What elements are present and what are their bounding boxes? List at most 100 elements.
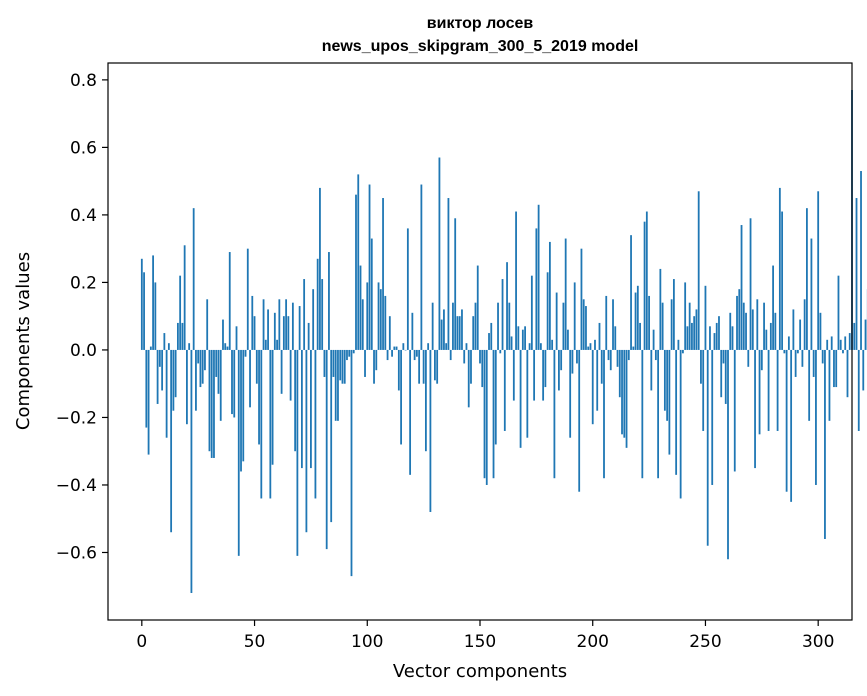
bar-35 xyxy=(219,349,222,421)
bar-137 xyxy=(449,349,452,361)
bar-189 xyxy=(567,329,569,350)
bar-61 xyxy=(278,299,281,350)
bar-14 xyxy=(172,349,175,411)
bar-138 xyxy=(452,302,454,350)
bar-170 xyxy=(524,326,526,350)
bar-289 xyxy=(792,309,795,350)
bar-162 xyxy=(506,262,508,350)
bar-22 xyxy=(190,349,193,593)
x-tick-label: 100 xyxy=(351,632,383,652)
bar-286 xyxy=(785,349,788,492)
bar-273 xyxy=(756,299,759,350)
bar-57 xyxy=(269,349,272,499)
bar-149 xyxy=(476,265,479,350)
bar-160 xyxy=(501,279,504,350)
bar-68 xyxy=(294,349,297,452)
y-tick-label: 0.6 xyxy=(70,138,97,158)
bar-244 xyxy=(691,322,693,350)
bar-209 xyxy=(612,299,614,350)
bar-134 xyxy=(443,309,445,350)
bar-156 xyxy=(492,349,495,479)
bar-59 xyxy=(273,312,276,350)
bar-73 xyxy=(305,349,308,533)
y-tick-label: 0.4 xyxy=(70,206,97,226)
bar-33 xyxy=(215,349,218,377)
bar-80 xyxy=(321,279,324,350)
bar-310 xyxy=(839,339,842,350)
bar-265 xyxy=(738,289,741,350)
plot-frame xyxy=(107,62,853,621)
bar-296 xyxy=(808,349,811,421)
bar-122 xyxy=(415,349,418,357)
bar-121 xyxy=(413,349,416,361)
bar-318 xyxy=(857,349,860,431)
bar-233 xyxy=(666,349,669,421)
bar-180 xyxy=(546,272,549,350)
bar-52 xyxy=(258,349,260,445)
bar-147 xyxy=(472,316,475,350)
bar-133 xyxy=(440,319,443,350)
bar-105 xyxy=(377,282,380,350)
bar-13 xyxy=(170,349,173,533)
chart-subtitle: news_upos_skipgram_300_5_2019 model xyxy=(322,38,639,55)
bar-259 xyxy=(724,349,727,404)
bar-227 xyxy=(652,329,655,350)
bar-114 xyxy=(397,349,400,391)
bar-2 xyxy=(145,349,148,428)
bar-297 xyxy=(810,238,813,350)
bar-50 xyxy=(253,316,256,350)
bar-173 xyxy=(530,275,533,350)
bar-174 xyxy=(533,349,536,401)
bar-262 xyxy=(731,326,734,350)
bar-7 xyxy=(156,349,159,404)
bar-164 xyxy=(510,336,513,350)
bar-47 xyxy=(246,248,249,350)
bar-220 xyxy=(636,285,639,350)
bar-211 xyxy=(616,349,619,367)
bar-309 xyxy=(837,275,840,350)
bar-75 xyxy=(310,349,312,469)
bar-71 xyxy=(300,349,303,469)
bar-213 xyxy=(621,349,623,435)
bar-88 xyxy=(339,349,342,381)
bar-117 xyxy=(404,349,407,351)
bar-205 xyxy=(603,349,605,479)
bar-74 xyxy=(307,322,310,350)
bar-306 xyxy=(830,336,833,350)
bar-155 xyxy=(490,322,493,350)
bar-157 xyxy=(494,349,497,445)
x-tick-label: 300 xyxy=(802,632,834,652)
bar-104 xyxy=(375,349,378,371)
bar-321 xyxy=(864,319,867,350)
bar-278 xyxy=(767,349,770,431)
bar-299 xyxy=(815,349,817,485)
bar-241 xyxy=(684,282,687,350)
bar-235 xyxy=(670,299,673,350)
bar-55 xyxy=(264,339,267,350)
bar-129 xyxy=(431,302,434,350)
x-tick-label: 150 xyxy=(464,632,496,652)
bar-251 xyxy=(706,349,709,546)
bar-248 xyxy=(700,349,702,384)
bar-21 xyxy=(188,343,191,350)
axes-group: 0 50 100 150 200 250 300 −0.6 −0.4 −0.2 0.0 0.2 0.4 0… xyxy=(56,71,835,652)
bar-177 xyxy=(539,343,542,350)
bar-139 xyxy=(454,218,457,350)
bar-27 xyxy=(201,349,204,384)
bar-191 xyxy=(571,349,574,374)
bar-210 xyxy=(614,326,617,350)
bar-30 xyxy=(208,349,211,452)
bar-84 xyxy=(330,349,333,523)
bar-126 xyxy=(424,349,427,452)
bar-130 xyxy=(434,349,436,381)
bar-198 xyxy=(587,346,590,350)
bar-247 xyxy=(697,191,700,350)
bar-230 xyxy=(659,268,662,350)
bar-23 xyxy=(192,208,195,350)
bar-148 xyxy=(474,302,477,350)
bar-242 xyxy=(686,326,689,350)
bar-4 xyxy=(149,346,152,350)
bar-85 xyxy=(332,349,335,377)
bar-261 xyxy=(729,312,732,350)
